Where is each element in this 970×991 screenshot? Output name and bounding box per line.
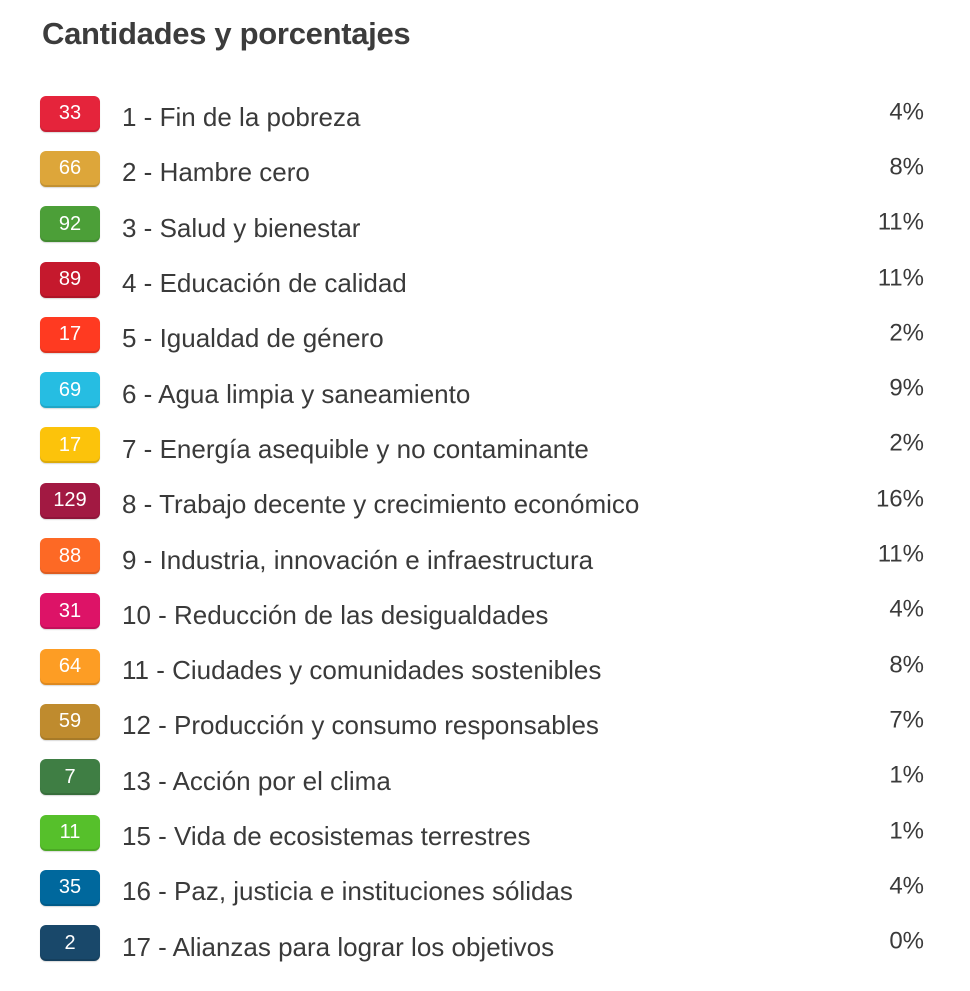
goal-label: 1 - Fin de la pobreza	[122, 102, 361, 133]
goal-percent: 4%	[889, 97, 924, 125]
goal-label: 2 - Hambre cero	[122, 157, 310, 188]
list-item: 35 16 - Paz, justicia e instituciones só…	[40, 860, 930, 915]
count-badge: 88	[40, 538, 100, 575]
count-badge: 59	[40, 703, 100, 740]
goal-percent: 9%	[889, 374, 924, 402]
count-badge: 17	[40, 427, 100, 464]
goal-percent: 11%	[877, 263, 924, 291]
list-item: 17 5 - Igualdad de género 2%	[40, 307, 930, 362]
goal-label: 17 - Alianzas para lograr los objetivos	[122, 931, 555, 962]
goal-label: 10 - Reducción de las desigualdades	[122, 599, 549, 630]
list-item: 59 12 - Producción y consumo responsable…	[40, 694, 930, 749]
count-badge: 2	[40, 925, 100, 962]
list-item: 7 13 - Acción por el clima 1%	[40, 750, 930, 805]
goal-percent: 11%	[877, 540, 924, 568]
count-badge: 92	[40, 206, 100, 243]
list-item: 33 1 - Fin de la pobreza 4%	[40, 86, 930, 141]
list-item: 89 4 - Educación de calidad 11%	[40, 252, 930, 307]
goal-label: 11 - Ciudades y comunidades sostenibles	[122, 655, 602, 686]
goal-percent: 0%	[889, 927, 924, 955]
goal-label: 15 - Vida de ecosistemas terrestres	[122, 821, 531, 851]
count-badge: 11	[40, 814, 100, 851]
list-item: 66 2 - Hambre cero 8%	[40, 141, 930, 196]
goal-label: 12 - Producción y consumo responsables	[122, 710, 599, 741]
goal-label: 5 - Igualdad de género	[122, 323, 384, 354]
goal-label: 8 - Trabajo decente y crecimiento económ…	[122, 489, 640, 520]
list-item: 17 7 - Energía asequible y no contaminan…	[40, 418, 930, 473]
list-item: 11 15 - Vida de ecosistemas terrestres 1…	[40, 805, 930, 860]
goal-label: 9 - Industria, innovación e infraestruct…	[122, 544, 594, 575]
goal-percent: 2%	[889, 319, 924, 347]
goal-percent: 7%	[889, 706, 924, 734]
count-badge: 35	[40, 869, 100, 906]
goal-percent: 8%	[889, 650, 924, 678]
goal-percent: 2%	[889, 429, 924, 457]
list-item: 2 17 - Alianzas para lograr los objetivo…	[40, 915, 930, 970]
count-badge: 89	[40, 261, 100, 298]
count-badge: 129	[40, 482, 100, 519]
goal-percent: 4%	[889, 872, 924, 900]
sdg-list: 33 1 - Fin de la pobreza 4% 66 2 - Hambr…	[40, 86, 930, 971]
goal-percent: 11%	[877, 208, 924, 236]
count-badge: 31	[40, 593, 100, 630]
goal-percent: 16%	[875, 485, 924, 513]
goal-label: 3 - Salud y bienestar	[122, 212, 361, 243]
page-title: Cantidades y porcentajes	[42, 16, 411, 51]
goal-percent: 1%	[889, 816, 924, 844]
goal-label: 6 - Agua limpia y saneamiento	[122, 378, 471, 409]
goal-label: 7 - Energía asequible y no contaminante	[122, 433, 589, 464]
goal-label: 16 - Paz, justicia e instituciones sólid…	[122, 876, 573, 907]
list-item: 129 8 - Trabajo decente y crecimiento ec…	[40, 473, 930, 528]
count-badge: 64	[40, 648, 100, 685]
count-badge: 17	[40, 316, 100, 353]
count-badge: 33	[40, 95, 100, 132]
goal-percent: 8%	[889, 153, 924, 181]
goal-label: 13 - Acción por el clima	[122, 765, 391, 796]
list-item: 88 9 - Industria, innovación e infraestr…	[40, 528, 930, 583]
goal-percent: 1%	[889, 761, 924, 789]
list-item: 31 10 - Reducción de las desigualdades 4…	[40, 584, 930, 639]
list-item: 69 6 - Agua limpia y saneamiento 9%	[40, 362, 930, 417]
goal-percent: 4%	[889, 595, 924, 623]
count-badge: 69	[40, 372, 100, 409]
count-badge: 7	[40, 759, 100, 796]
count-badge: 66	[40, 150, 100, 187]
goal-label: 4 - Educación de calidad	[122, 268, 407, 299]
list-item: 64 11 - Ciudades y comunidades sostenibl…	[40, 639, 930, 694]
list-item: 92 3 - Salud y bienestar 11%	[40, 197, 930, 252]
